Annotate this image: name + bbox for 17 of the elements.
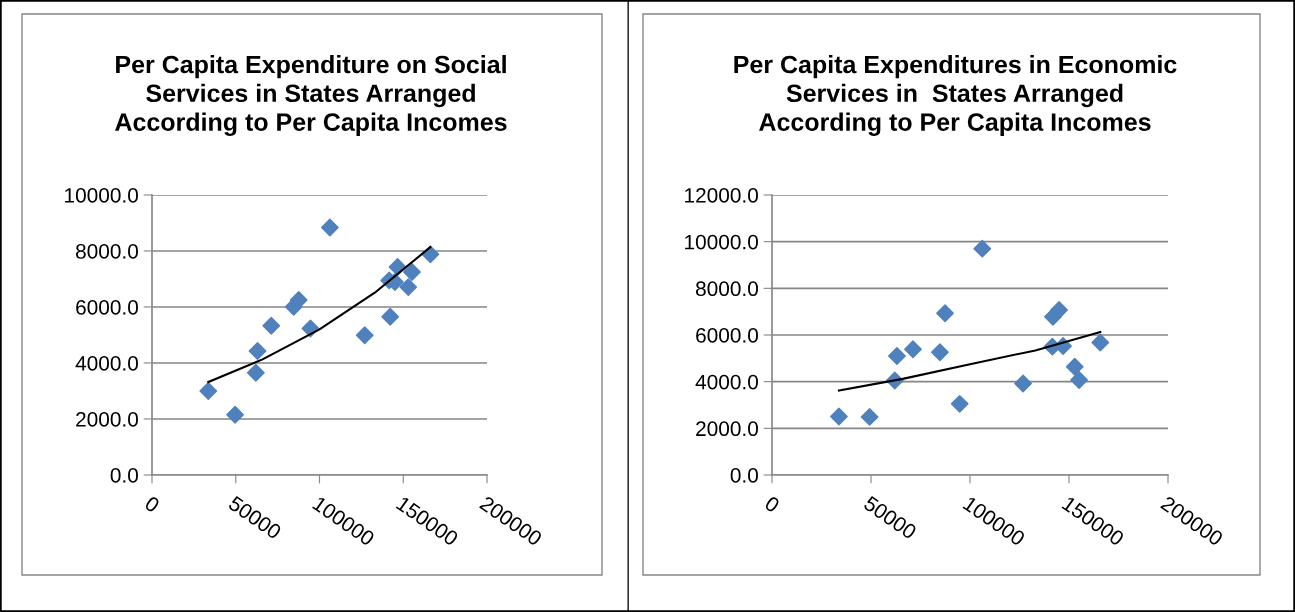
y-tick-label: 0.0 <box>730 468 758 483</box>
y-tick-label: 4000.0 <box>75 356 138 371</box>
chart-title: Per Capita Expenditure on Social Services in States Arranged According to Per Capita Incomes <box>115 55 507 136</box>
x-tick-label: 0 <box>763 495 781 514</box>
y-tick-label: 2000.0 <box>696 421 758 437</box>
y-tick-label: 0.0 <box>110 468 138 483</box>
y-tick-label: 12000.0 <box>685 188 758 203</box>
y-tick-label: 2000.0 <box>76 412 138 427</box>
y-tick-label: 8000.0 <box>696 281 758 297</box>
y-tick-label: 8000.0 <box>76 244 138 259</box>
y-tick-label: 10000.0 <box>65 188 138 203</box>
chart-title: Per Capita Expenditures in Economic Services in States Arranged According to Per Capita Incomes <box>734 55 1177 136</box>
y-tick-label: 4000.0 <box>695 374 758 390</box>
y-tick-label: 6000.0 <box>696 328 758 343</box>
x-tick-label: 0 <box>143 495 161 514</box>
y-tick-label: 10000.0 <box>685 234 758 250</box>
y-tick-label: 6000.0 <box>76 300 138 315</box>
